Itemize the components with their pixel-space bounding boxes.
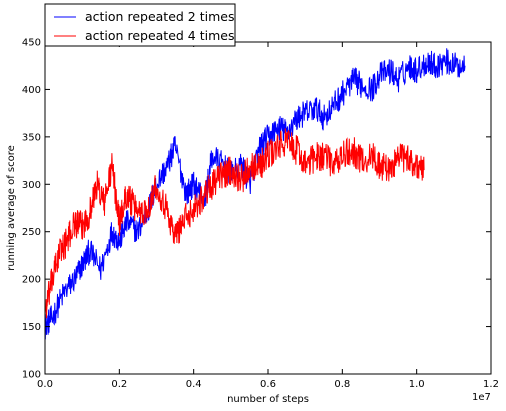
series-line-1	[44, 128, 425, 319]
legend: action repeated 2 times action repeated …	[44, 3, 236, 47]
legend-box	[44, 3, 236, 47]
x-tick-label-0: 0.0	[37, 379, 53, 390]
y-tick-label-7: 450	[22, 38, 41, 49]
x-tick-label-3: 0.6	[260, 379, 276, 390]
series-layer	[44, 48, 466, 340]
y-axis-label: running average of score	[6, 145, 17, 271]
x-tick-label-1: 0.2	[111, 379, 127, 390]
y-tick-label-6: 400	[22, 85, 41, 96]
y-tick-label-3: 250	[22, 227, 41, 238]
x-tick-label-5: 1.0	[409, 379, 425, 390]
y-tick-label-1: 150	[22, 322, 41, 333]
y-tick-label-4: 300	[22, 180, 41, 191]
x-offset-label: 1e7	[472, 392, 491, 403]
legend-label-1: action repeated 4 times	[85, 28, 234, 43]
x-axis-label: number of steps	[227, 394, 309, 405]
y-tick-label-2: 200	[22, 275, 41, 286]
x-tick-label-4: 0.8	[334, 379, 350, 390]
legend-label-0: action repeated 2 times	[85, 9, 234, 24]
y-tick-label-5: 350	[22, 132, 41, 143]
x-tick-label-6: 1.2	[483, 379, 499, 390]
y-tick-label-0: 100	[22, 370, 41, 381]
plot-area	[45, 42, 491, 374]
y-axis: 100 150 200 250 300 350 400 450	[22, 38, 491, 381]
x-tick-label-2: 0.4	[186, 379, 202, 390]
